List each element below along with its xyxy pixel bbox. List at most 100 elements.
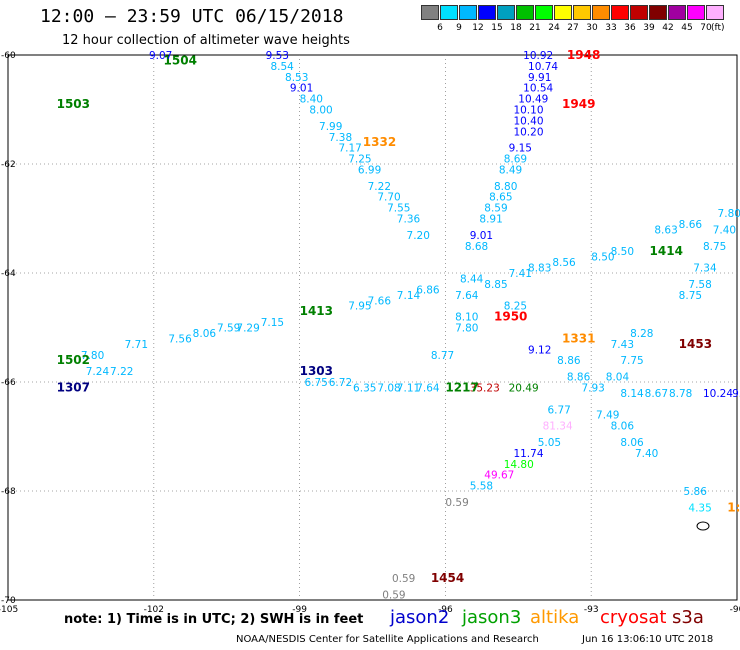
wave-height-label: 7.59 <box>217 323 240 335</box>
wave-height-label: 10.40 <box>513 115 543 127</box>
legend-jason3: jason3 <box>462 607 522 628</box>
scale-tick-label: 33 <box>605 23 617 33</box>
wave-height-label: 10.49 <box>518 94 548 106</box>
lon-tick-label: -105 <box>0 605 18 615</box>
wave-height-label: 7.22 <box>110 366 133 378</box>
wave-height-label: 0.59 <box>382 590 405 602</box>
lon-tick-label: -96 <box>438 605 453 615</box>
credit-line: NOAA/NESDIS Center for Satellite Applica… <box>236 634 539 645</box>
scale-tick-label: 18 <box>510 23 522 33</box>
island-outline <box>696 521 710 531</box>
wave-height-label: 6.86 <box>416 284 440 296</box>
scale-swatch <box>706 5 724 20</box>
pass-time-label: 1414 <box>650 244 683 258</box>
scale-swatch <box>478 5 496 20</box>
wave-height-label: 8.67 <box>645 388 668 400</box>
pass-time-label: 1332 <box>363 135 396 149</box>
scale-tick-label: 30 <box>586 23 598 33</box>
wave-height-label: 7.43 <box>611 339 634 351</box>
lat-tick-label: -62 <box>1 160 16 170</box>
wave-height-label: 9.01 <box>470 230 493 242</box>
wave-height-label: 49.67 <box>484 470 514 482</box>
pass-time-label: 1950 <box>494 310 527 324</box>
map-frame <box>7 54 738 601</box>
wave-height-label: 8.44 <box>460 273 484 285</box>
lon-tick-label: -93 <box>584 605 599 615</box>
wave-height-label: 6.99 <box>358 164 381 176</box>
wave-height-label: 10.92 <box>523 50 553 62</box>
wave-height-label: 5.86 <box>684 486 708 498</box>
wave-height-label: 8.68 <box>465 241 488 253</box>
wave-height-label: 7.20 <box>407 230 430 242</box>
wave-height-label: 8.49 <box>499 164 522 176</box>
scale-tick-label: 6 <box>437 23 443 33</box>
wave-height-label: 7.14 <box>397 290 421 302</box>
wave-height-label: 7.64 <box>455 290 479 302</box>
scale-tick-label: 45 <box>681 23 693 33</box>
wave-height-label: 8.78 <box>669 388 692 400</box>
wave-height-label: 8.75 <box>679 290 702 302</box>
scale-tick-label: 27 <box>567 23 579 33</box>
wave-height-label: 7.15 <box>261 317 284 329</box>
scale-swatch <box>687 5 705 20</box>
wave-height-label: 8.10 <box>455 312 478 324</box>
wave-height-label: 7.25 <box>348 154 371 166</box>
wave-height-label: 8.56 <box>552 257 576 269</box>
scale-swatch <box>516 5 534 20</box>
wave-height-label: 7.80 <box>455 323 478 335</box>
scale-tick-label: 12 <box>472 23 484 33</box>
pass-time-label: 1453 <box>679 337 712 351</box>
legend-cryosat: cryosat <box>600 607 667 628</box>
wave-height-label: 7.22 <box>368 181 391 193</box>
wave-height-label: 8.86 <box>557 355 581 367</box>
wave-height-label: 0.59 <box>445 497 468 509</box>
pass-time-label: 1948 <box>567 48 600 62</box>
wave-height-label: 6.72 <box>329 377 352 389</box>
wave-height-label: 9.91 <box>528 72 551 84</box>
footnote: note: 1) Time is in UTC; 2) SWH is in fe… <box>64 612 364 627</box>
wave-height-label: 35.23 <box>470 382 500 394</box>
lon-tick-label: -90 <box>730 605 740 615</box>
lat-tick-label: -68 <box>1 487 16 497</box>
wave-height-label: 7.80 <box>718 208 740 220</box>
wave-height-label: 7.40 <box>713 224 736 236</box>
wave-height-label: 8.06 <box>611 421 635 433</box>
wave-height-label: 10.10 <box>513 105 543 117</box>
wave-height-label: 6.35 <box>353 382 376 394</box>
scale-swatch <box>440 5 458 20</box>
wave-height-label: 8.85 <box>484 279 507 291</box>
wave-height-label: 7.99 <box>319 121 342 133</box>
wave-height-label: 8.86 <box>567 372 591 384</box>
wave-height-label: 9.53 <box>266 50 289 62</box>
wave-height-label: 8.40 <box>300 94 323 106</box>
wave-height-label: 8.59 <box>484 203 507 215</box>
scale-tick-label: 24 <box>548 23 560 33</box>
scale-tick-label: 42 <box>662 23 674 33</box>
wave-height-label: 8.25 <box>504 301 527 313</box>
wave-height-label: 11.74 <box>513 448 543 460</box>
wave-height-label: 7.64 <box>416 382 440 394</box>
wave-height-label: 7.29 <box>236 323 259 335</box>
pass-time-label: 1217 <box>445 380 478 394</box>
wave-height-label: 8.80 <box>494 181 517 193</box>
wave-height-label: 81.34 <box>543 421 573 433</box>
pass-time-label: 1303 <box>300 364 333 378</box>
wave-height-label: 7.38 <box>329 132 352 144</box>
wave-height-label: 9.12 <box>528 344 551 356</box>
wave-height-label: 8.83 <box>528 263 551 275</box>
lon-tick-label: -99 <box>292 605 307 615</box>
wave-height-label: 5.05 <box>538 437 561 449</box>
wave-height-label: 8.66 <box>679 219 703 231</box>
scale-tick-label: 36 <box>624 23 636 33</box>
wave-height-label: 7.66 <box>368 295 392 307</box>
scale-swatch <box>649 5 667 20</box>
pass-time-label: 1503 <box>57 97 90 111</box>
lat-tick-label: -60 <box>1 51 16 61</box>
scale-tick-label: 21 <box>529 23 541 33</box>
scale-swatch <box>592 5 610 20</box>
wave-height-label: 8.53 <box>285 72 308 84</box>
pass-time-label: 1504 <box>164 53 197 67</box>
wave-height-label: 9.63 <box>732 388 740 400</box>
